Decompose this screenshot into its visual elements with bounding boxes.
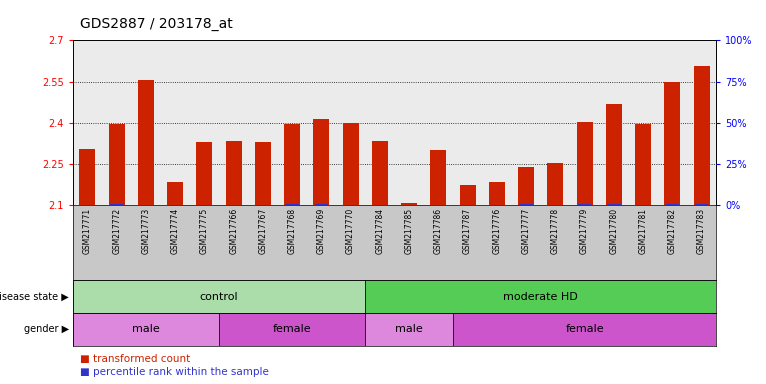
Bar	[547, 163, 564, 205]
Bar	[606, 104, 622, 205]
Text: GSM217775: GSM217775	[200, 208, 209, 254]
Bar	[138, 80, 154, 205]
Text: GSM217768: GSM217768	[287, 208, 296, 254]
Bar	[578, 204, 591, 205]
Text: gender ▶: gender ▶	[24, 324, 69, 334]
Text: GSM217777: GSM217777	[522, 208, 531, 254]
Text: GSM217767: GSM217767	[258, 208, 267, 254]
Bar	[73, 313, 219, 346]
Bar	[225, 141, 241, 205]
Bar	[664, 82, 680, 205]
Text: GSM217779: GSM217779	[580, 208, 589, 254]
Bar	[109, 124, 125, 205]
Bar	[666, 204, 679, 205]
Text: GSM217785: GSM217785	[404, 208, 414, 254]
Bar	[219, 313, 365, 346]
Text: ■ transformed count: ■ transformed count	[80, 354, 191, 364]
Bar	[460, 185, 476, 205]
Bar	[315, 204, 328, 205]
Text: moderate HD: moderate HD	[503, 291, 578, 302]
Text: ■ percentile rank within the sample: ■ percentile rank within the sample	[80, 367, 270, 377]
Text: GSM217766: GSM217766	[229, 208, 238, 254]
Text: control: control	[200, 291, 238, 302]
Text: GSM217786: GSM217786	[434, 208, 443, 254]
Text: GSM217780: GSM217780	[609, 208, 618, 254]
Bar	[73, 280, 365, 313]
Text: GDS2887 / 203178_at: GDS2887 / 203178_at	[80, 17, 233, 31]
Bar	[80, 149, 96, 205]
Bar	[489, 182, 505, 205]
Bar	[577, 121, 593, 205]
Text: GSM217774: GSM217774	[171, 208, 180, 254]
Bar	[453, 313, 716, 346]
Text: GSM217776: GSM217776	[493, 208, 502, 254]
Bar	[284, 124, 300, 205]
Text: GSM217769: GSM217769	[317, 208, 326, 254]
Bar	[635, 124, 651, 205]
Bar	[518, 167, 534, 205]
Bar	[196, 142, 212, 205]
Bar	[365, 280, 716, 313]
Bar	[519, 204, 533, 205]
Bar	[607, 204, 620, 205]
Text: GSM217783: GSM217783	[697, 208, 706, 254]
Text: female: female	[565, 324, 604, 334]
Text: male: male	[132, 324, 160, 334]
Bar	[365, 313, 453, 346]
Bar	[342, 123, 358, 205]
Bar	[285, 204, 299, 205]
Text: disease state ▶: disease state ▶	[0, 291, 69, 302]
Bar	[695, 204, 709, 205]
Text: male: male	[395, 324, 423, 334]
Text: GSM217772: GSM217772	[112, 208, 121, 254]
Bar	[255, 142, 271, 205]
Bar	[167, 182, 183, 205]
Bar	[110, 204, 123, 205]
Text: GSM217781: GSM217781	[639, 208, 647, 254]
Text: GSM217787: GSM217787	[463, 208, 472, 254]
Text: GSM217782: GSM217782	[668, 208, 677, 254]
Text: female: female	[273, 324, 312, 334]
Text: GSM217784: GSM217784	[375, 208, 385, 254]
Bar	[430, 151, 447, 205]
Bar	[693, 66, 709, 205]
Text: GSM217771: GSM217771	[83, 208, 92, 254]
Bar	[372, 141, 388, 205]
Bar	[401, 203, 417, 205]
Bar	[313, 119, 329, 205]
Text: GSM217778: GSM217778	[551, 208, 560, 254]
Text: GSM217770: GSM217770	[346, 208, 355, 254]
Text: GSM217773: GSM217773	[142, 208, 150, 254]
